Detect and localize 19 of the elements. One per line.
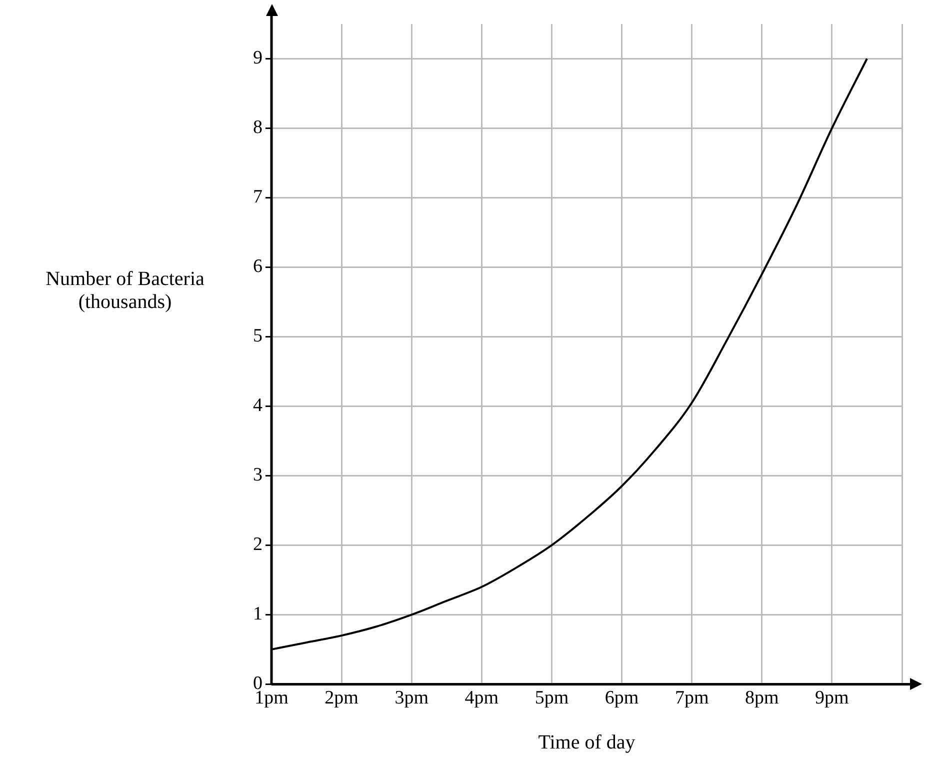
y-tick-label: 2: [253, 534, 262, 556]
x-tick-label: 6pm: [604, 688, 639, 709]
x-tick-label: 9pm: [815, 688, 850, 709]
x-tick-label: 4pm: [464, 688, 499, 709]
x-tick-label: 2pm: [324, 688, 359, 709]
x-axis-title: Time of day: [538, 731, 636, 754]
y-tick-label: 5: [253, 326, 262, 347]
y-tick-label: 3: [253, 464, 262, 486]
x-tick-label: 5pm: [534, 688, 569, 709]
y-tick-label: 7: [253, 186, 262, 208]
x-tick-label: 8pm: [745, 688, 779, 709]
x-tick-label: 3pm: [394, 688, 429, 709]
y-tick-label: 9: [253, 48, 262, 69]
y-tick-label: 8: [253, 117, 262, 138]
y-tick-label: 1: [253, 604, 262, 625]
y-axis-title: Number of Bacteria (thousands): [44, 268, 206, 314]
y-tick-label: 4: [253, 395, 263, 416]
x-tick-label: 7pm: [674, 688, 709, 709]
y-tick-label: 6: [253, 256, 262, 278]
